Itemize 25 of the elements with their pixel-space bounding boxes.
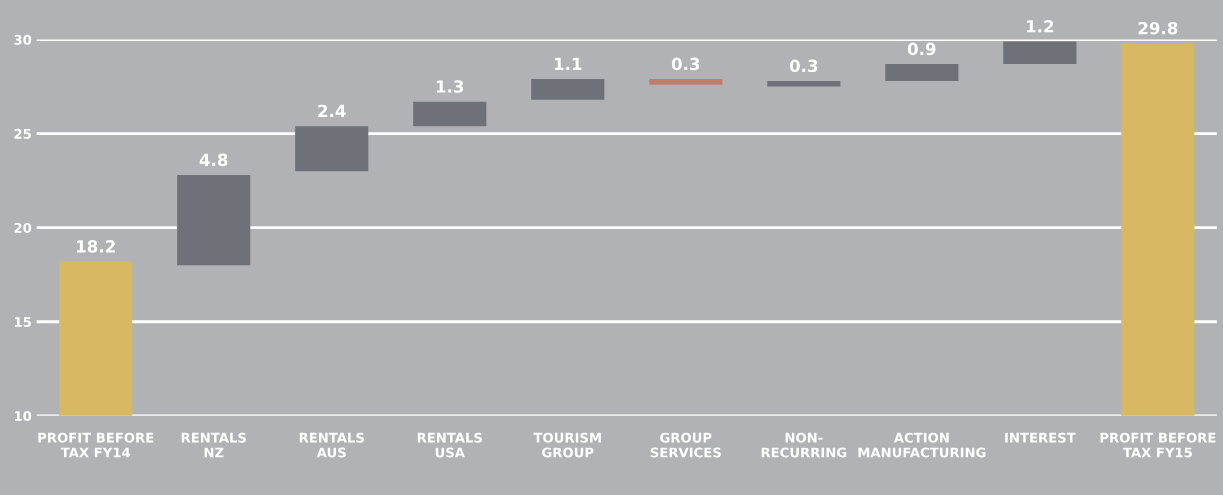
data-label: 1.3 <box>436 80 464 93</box>
data-label: 0.9 <box>907 42 936 56</box>
data-label: 0.3 <box>671 57 700 71</box>
data-label: 18.2 <box>77 240 115 253</box>
data-label: 4.8 <box>199 153 228 167</box>
y-tick-label: 20 <box>14 222 32 233</box>
data-label: 29.8 <box>1138 21 1178 35</box>
data-label: 1.2 <box>1026 20 1054 33</box>
x-tick-label: PROFIT BEFORE TAX FY15 <box>1100 432 1216 458</box>
x-tick-label: RENTALS AUS <box>299 432 364 458</box>
y-tick-label: 25 <box>14 128 31 139</box>
x-tick-label: RENTALS NZ <box>181 432 246 458</box>
y-tick-label: 10 <box>14 411 32 421</box>
x-tick-label: ACTION MANUFACTURING <box>858 432 986 458</box>
data-label: 1.1 <box>554 57 582 70</box>
x-tick-label: GROUP SERVICES <box>650 432 721 458</box>
y-tick-label: 15 <box>14 317 31 327</box>
data-label: 0.3 <box>789 59 818 73</box>
x-tick-label: INTEREST <box>1005 432 1076 443</box>
x-tick-label: RENTALS USA <box>417 432 482 458</box>
x-tick-label: NON- RECURRING <box>761 432 847 458</box>
y-tick-label: 30 <box>14 34 32 45</box>
x-tick-label: PROFIT BEFORE TAX FY14 <box>38 432 154 458</box>
x-tick-label: TOURISM GROUP <box>533 432 601 458</box>
data-label: 2.4 <box>318 104 346 118</box>
